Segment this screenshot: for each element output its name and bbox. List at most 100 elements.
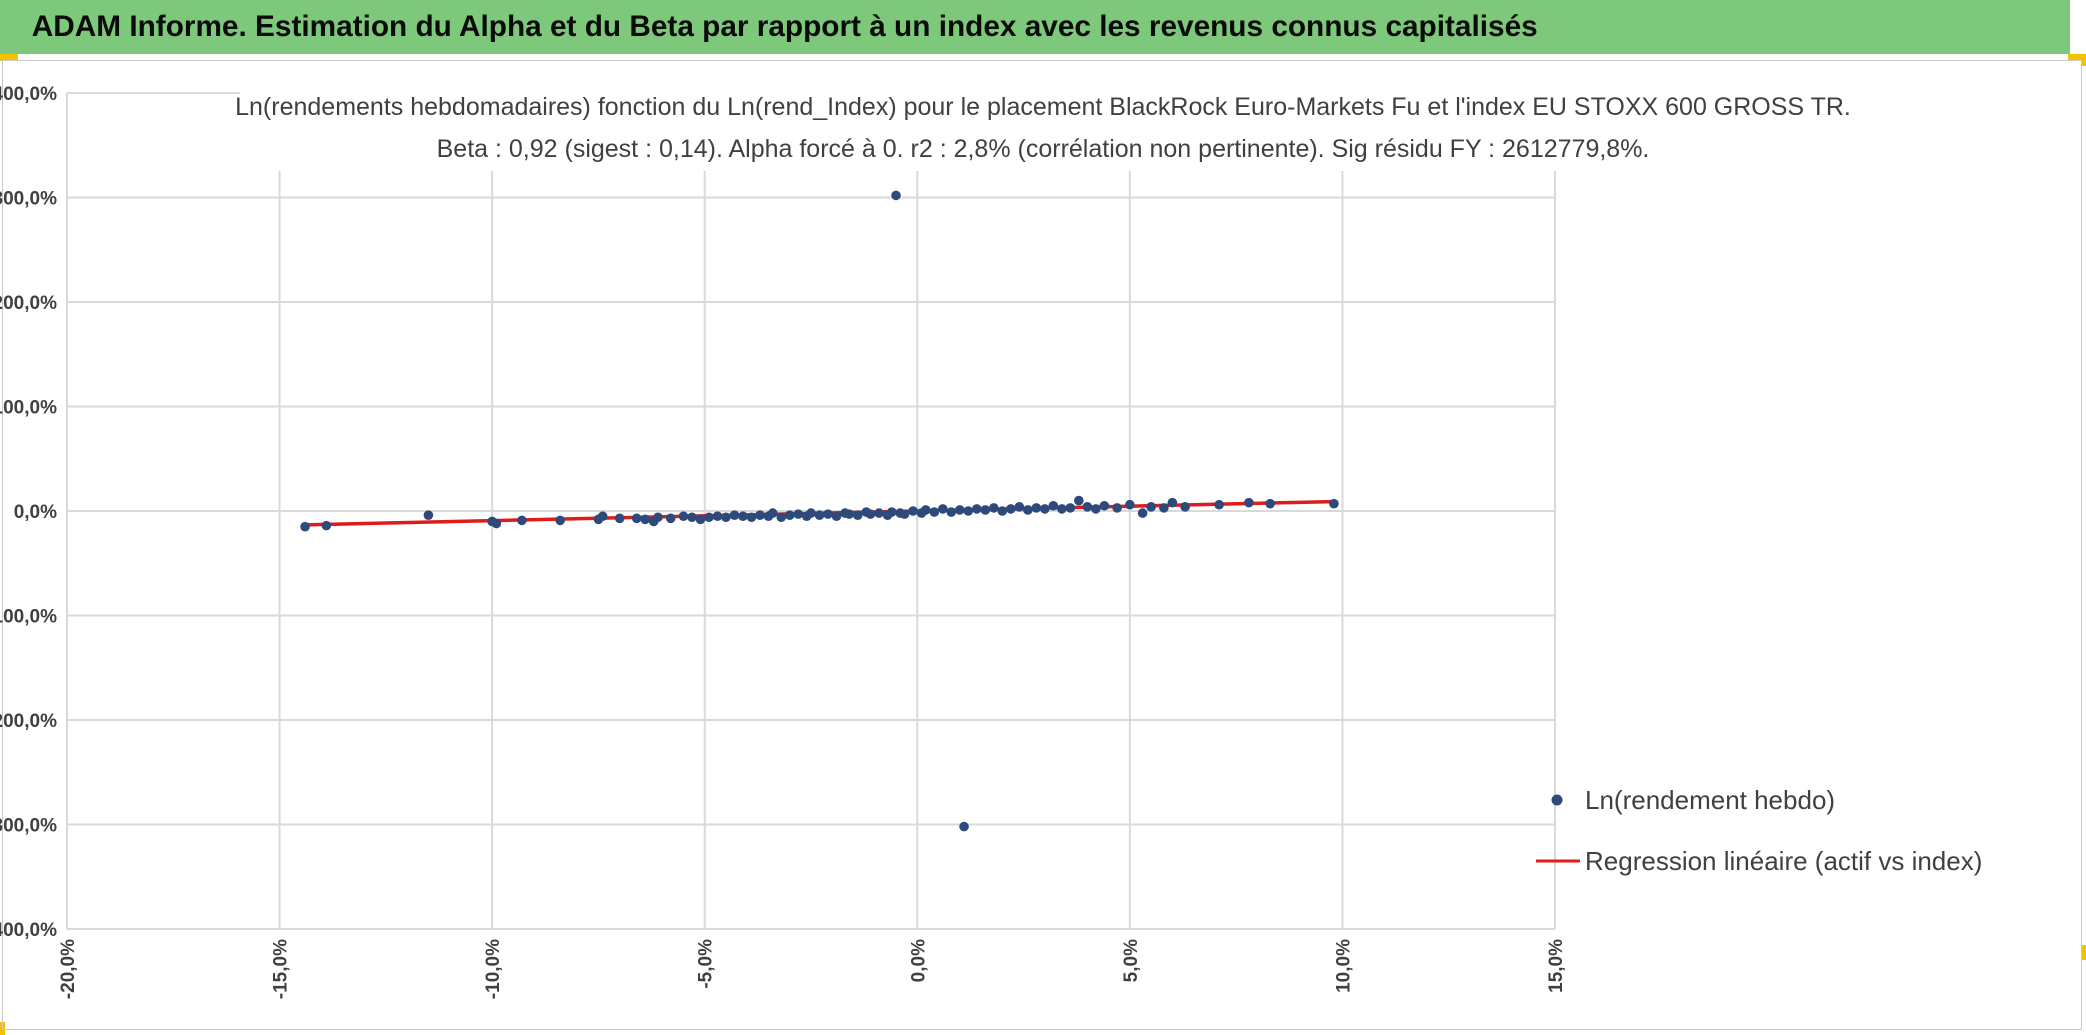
y-tick-label: 300,0% — [0, 189, 57, 210]
data-point — [929, 507, 940, 517]
data-point — [423, 510, 434, 520]
data-point — [1265, 498, 1275, 509]
data-point — [491, 518, 502, 529]
data-point — [597, 511, 608, 522]
data-point — [972, 504, 982, 514]
data-point — [1112, 503, 1122, 513]
data-point — [695, 514, 706, 525]
x-tick-label: 5,0% — [1121, 939, 1142, 982]
chart-title: Ln(rendements hebdomadaires) fonction du… — [235, 83, 1851, 171]
data-point — [1137, 508, 1148, 518]
data-point — [886, 507, 897, 517]
legend: Ln(rendement hebdo) Regression linéaire … — [1536, 785, 1982, 876]
data-point — [1125, 499, 1135, 510]
data-point — [1244, 497, 1254, 508]
data-point — [784, 510, 795, 520]
data-point — [1031, 503, 1042, 513]
corner-accent-right-side — [2081, 54, 2086, 66]
y-tick-label: 400,0% — [0, 84, 57, 105]
data-point — [959, 821, 969, 832]
data-point — [1167, 497, 1178, 508]
chart-frame — [2, 60, 2082, 1030]
data-point — [300, 521, 310, 532]
x-tick-label: -10,0% — [483, 939, 504, 999]
data-point — [1159, 503, 1169, 513]
data-point — [963, 506, 974, 516]
corner-accent-right — [2068, 54, 2086, 61]
data-point — [1091, 504, 1101, 514]
x-tick-label: -5,0% — [696, 939, 717, 989]
data-point — [776, 512, 787, 523]
data-point — [767, 508, 778, 518]
x-tick-label: -15,0% — [271, 939, 292, 999]
legend-marker-points — [1551, 794, 1563, 806]
axis-tick-labels: 400,0% 300,0% 200,0% 100,0% 0,0% -100,0% -200,… — [0, 84, 1567, 999]
data-point — [865, 509, 876, 519]
data-point — [1074, 495, 1084, 506]
corner-accent-bottom-right — [2081, 945, 2086, 960]
data-point — [517, 515, 527, 526]
x-tick-label: -20,0% — [58, 939, 79, 999]
data-point — [874, 508, 884, 518]
data-point — [321, 520, 332, 531]
data-point — [955, 505, 965, 515]
data-point — [908, 506, 918, 516]
data-point — [1146, 502, 1156, 512]
data-point — [712, 511, 723, 522]
data-point — [1040, 504, 1050, 514]
chart-title-line-1: Ln(rendements hebdomadaires) fonction du… — [235, 93, 1851, 121]
y-tick-label: -100,0% — [0, 607, 57, 628]
data-point — [823, 509, 833, 519]
y-tick-label: 0,0% — [14, 502, 57, 523]
data-point — [891, 190, 901, 201]
y-tick-label: 100,0% — [0, 398, 57, 419]
chart-title-line-2: Beta : 0,92 (sigest : 0,14). Alpha forcé… — [437, 135, 1650, 163]
data-point — [678, 511, 689, 522]
y-tick-label: 200,0% — [0, 293, 57, 314]
data-point — [899, 509, 910, 519]
data-point — [1065, 503, 1076, 513]
corner-accent-left — [0, 54, 18, 61]
data-point — [1099, 500, 1110, 511]
x-tick-label: 15,0% — [1546, 939, 1567, 993]
report-title-banner: ADAM Informe. Estimation du Alpha et du … — [0, 0, 2070, 54]
data-point — [831, 511, 842, 522]
data-point — [721, 512, 731, 523]
data-point — [555, 515, 565, 526]
data-point — [631, 513, 642, 524]
legend-label-points: Ln(rendement hebdo) — [1585, 785, 1835, 815]
data-point — [806, 508, 816, 518]
legend-label-regression: Regression linéaire (actif vs index) — [1585, 846, 1982, 876]
chart-title-background — [240, 83, 1846, 171]
data-point — [704, 512, 714, 523]
data-point — [989, 503, 999, 513]
y-tick-label: -200,0% — [0, 711, 57, 732]
data-point — [614, 513, 625, 524]
data-points-layer — [300, 190, 1339, 832]
data-point — [852, 510, 863, 520]
x-tick-label: 0,0% — [908, 939, 929, 982]
data-point — [1048, 500, 1059, 511]
data-point — [980, 505, 991, 515]
data-point — [814, 510, 825, 520]
data-point — [1006, 504, 1016, 514]
data-point — [1214, 499, 1224, 510]
data-point — [665, 513, 676, 524]
x-tick-label: 10,0% — [1333, 939, 1354, 993]
data-point — [1082, 502, 1093, 512]
data-point — [920, 505, 931, 515]
data-point — [1180, 502, 1190, 512]
data-point — [1329, 498, 1339, 509]
y-tick-label: -400,0% — [0, 920, 57, 941]
data-point — [687, 512, 697, 523]
data-point — [946, 507, 957, 517]
data-point — [1057, 504, 1067, 514]
data-point — [844, 509, 855, 519]
data-point — [746, 512, 757, 523]
data-point — [937, 504, 948, 514]
data-point — [1014, 502, 1025, 512]
data-point — [755, 510, 765, 520]
data-point — [640, 514, 650, 525]
data-point — [1023, 505, 1033, 515]
